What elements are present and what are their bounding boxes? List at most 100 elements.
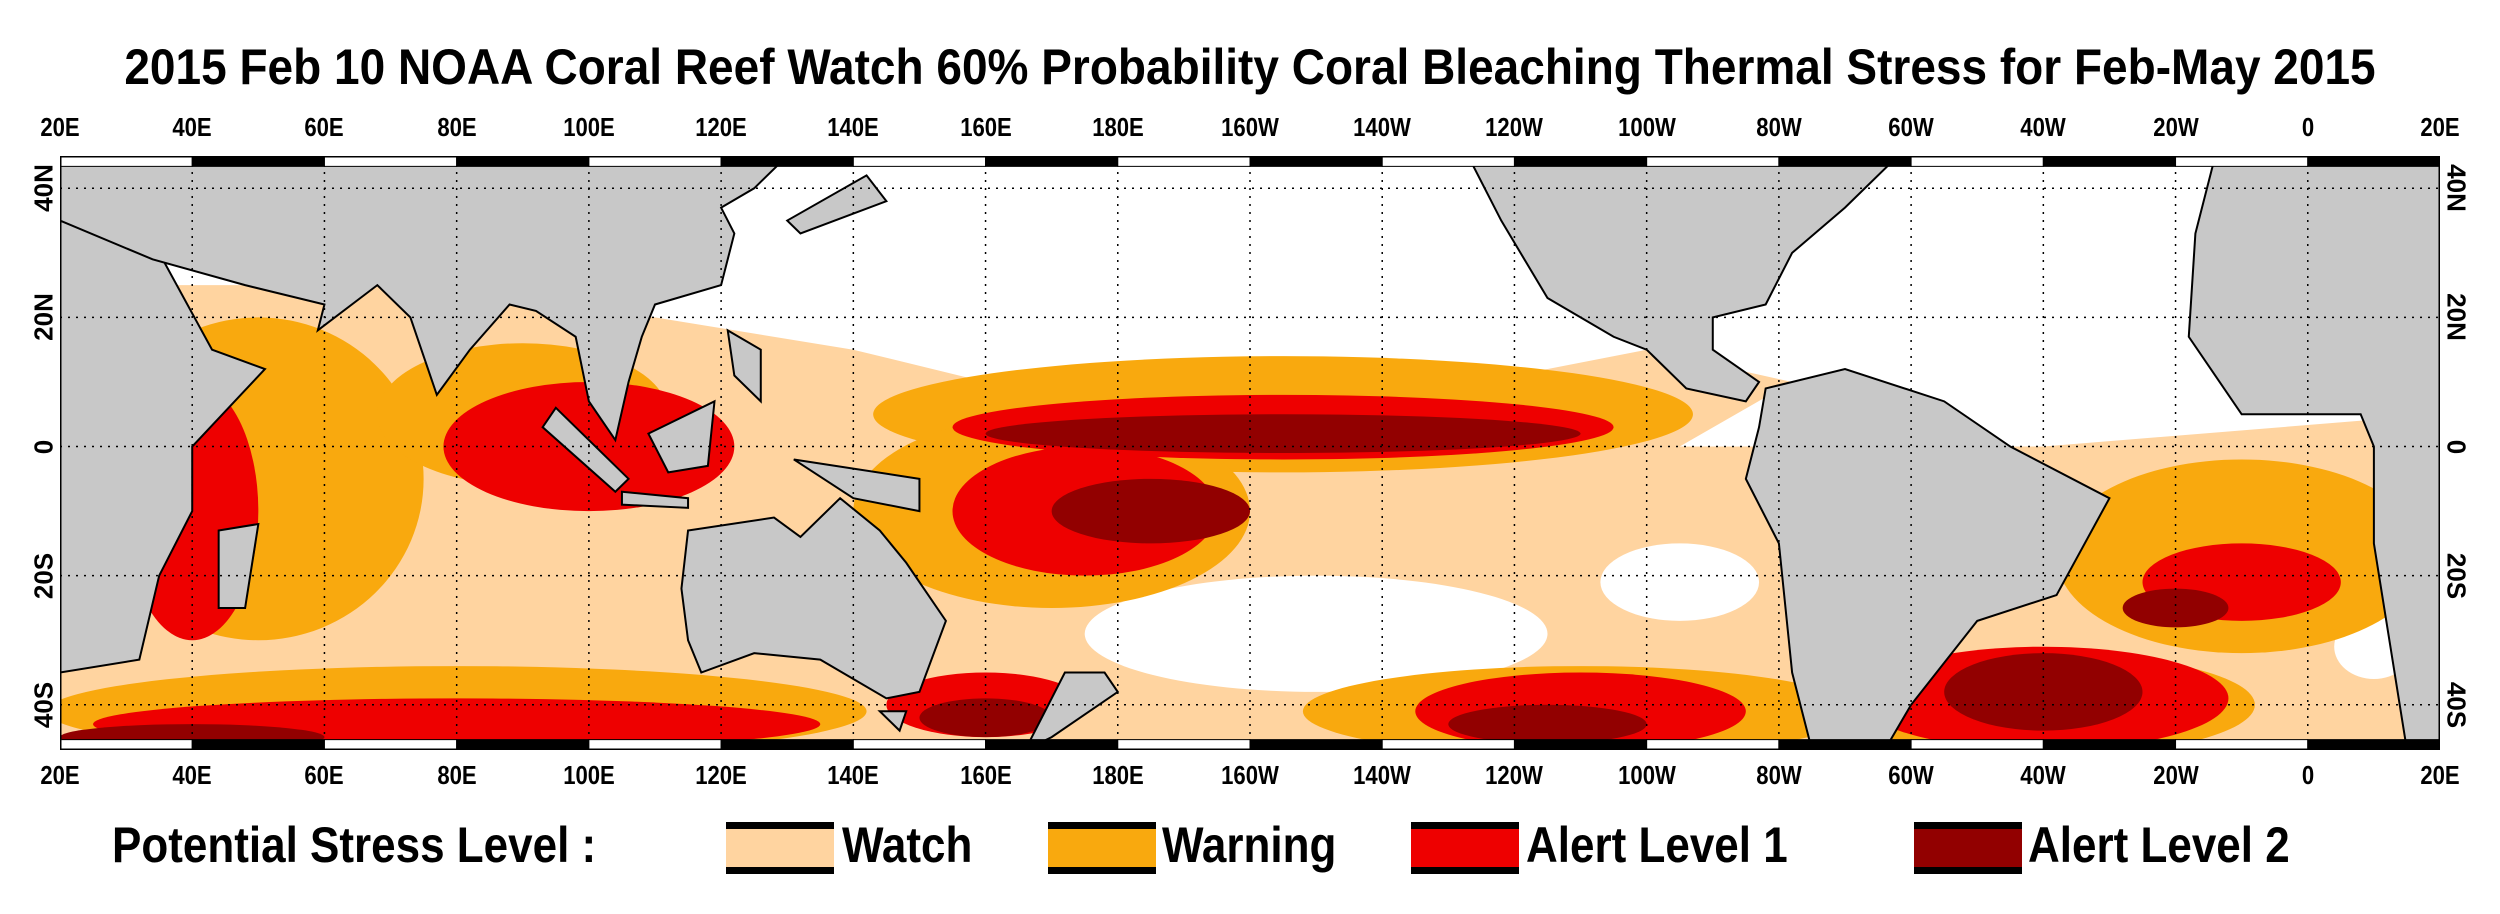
lon-label-top: 160E — [959, 112, 1012, 142]
frame-scale-bar — [986, 156, 1118, 166]
lon-label-top: 100W — [1617, 112, 1676, 142]
lon-label-top: 140E — [827, 112, 880, 142]
lat-label-left: 0 — [28, 439, 59, 454]
java — [622, 492, 688, 508]
frame-scale-bar — [1647, 740, 1779, 750]
frame-scale-bar — [1779, 740, 1911, 750]
lon-label-top: 20E — [2420, 112, 2460, 142]
lon-label-bottom: 120W — [1485, 760, 1544, 790]
lon-label-bottom: 120E — [695, 760, 747, 790]
legend-swatch-warning — [1048, 822, 1156, 874]
lon-label-top: 0 — [2301, 112, 2314, 142]
lon-label-bottom: 0 — [2301, 760, 2314, 790]
legend-label-warning: Warning — [1162, 817, 1337, 873]
legend-title: Potential Stress Level : — [112, 817, 597, 873]
frame-scale-bar — [457, 156, 589, 166]
frame-scale-bar — [324, 156, 456, 166]
frame-scale-bar — [1382, 156, 1514, 166]
lat-label-left: 40S — [28, 681, 59, 728]
lon-label-bottom: 20W — [2152, 760, 2199, 790]
frame-scale-bar — [324, 740, 456, 750]
lon-label-bottom: 60E — [304, 760, 345, 790]
madagascar — [219, 524, 259, 608]
lon-label-top: 140W — [1353, 112, 1412, 142]
stress-map — [60, 156, 2440, 750]
frame-scale-bar — [60, 156, 192, 166]
graticule — [60, 156, 2440, 750]
lon-label-bottom: 40E — [172, 760, 212, 790]
philippines — [728, 330, 761, 401]
lon-label-top: 80W — [1756, 112, 1802, 142]
frame-scale-bar — [721, 740, 853, 750]
lon-label-top: 20W — [2152, 112, 2199, 142]
legend-swatch-watch — [726, 822, 834, 874]
frame-scale-bar — [1911, 156, 2043, 166]
new-guinea — [794, 459, 920, 511]
frame-scale-bar — [457, 740, 589, 750]
legend-swatch-alert1 — [1411, 822, 1519, 874]
lon-label-bottom: 100W — [1617, 760, 1676, 790]
lat-label-left: 40N — [28, 164, 59, 213]
frame-scale-bar — [1250, 156, 1382, 166]
lon-label-top: 60W — [1888, 112, 1934, 142]
frame-scale-bar — [2308, 740, 2440, 750]
lat-label-right: 20S — [2441, 552, 2472, 599]
frame-scale-bar — [2043, 740, 2175, 750]
lon-label-bottom: 140W — [1353, 760, 1412, 790]
lon-label-bottom: 60W — [1888, 760, 1934, 790]
frame-scale-bar — [2043, 156, 2175, 166]
lat-label-left: 20N — [28, 293, 59, 342]
lon-label-top: 20E — [40, 112, 80, 142]
legend: Potential Stress Level : Watch Warning A… — [0, 810, 2500, 880]
frame-scale-bar — [2176, 740, 2308, 750]
lon-label-top: 40W — [2020, 112, 2067, 142]
frame-scale-bar — [2308, 156, 2440, 166]
frame-scale-bar — [853, 740, 985, 750]
lat-label-right: 20N — [2441, 293, 2472, 342]
frame-scale-bar — [1514, 740, 1646, 750]
frame-scale-bar — [1779, 156, 1911, 166]
frame-scale-bar — [192, 740, 324, 750]
frame-scale-bar — [721, 156, 853, 166]
lon-label-bottom: 160E — [959, 760, 1012, 790]
south-america — [1746, 369, 2110, 750]
legend-label-alert2: Alert Level 2 — [2028, 817, 2290, 873]
land — [60, 156, 2440, 750]
frame-scale-bar — [986, 740, 1118, 750]
lon-label-top: 160W — [1221, 112, 1279, 142]
lon-label-bottom: 20E — [40, 760, 80, 790]
frame-scale-bar — [1514, 156, 1646, 166]
legend-label-alert1: Alert Level 1 — [1526, 817, 1788, 873]
lon-label-top: 180E — [1091, 112, 1144, 142]
frame-scale-bar — [1647, 156, 1779, 166]
lon-label-bottom: 160W — [1221, 760, 1279, 790]
lon-label-top: 40E — [172, 112, 212, 142]
australia — [681, 498, 945, 698]
borneo — [648, 401, 714, 472]
lon-label-bottom: 80W — [1756, 760, 1802, 790]
frame-scale-bar — [589, 156, 721, 166]
legend-label-watch: Watch — [842, 817, 973, 873]
frame-scale-bar — [1118, 740, 1250, 750]
lon-label-top: 60E — [304, 112, 345, 142]
frame-scale-bar — [1250, 740, 1382, 750]
frame-scale-bar — [1118, 156, 1250, 166]
lat-label-right: 40S — [2441, 681, 2472, 728]
frame-scale-bar — [192, 156, 324, 166]
new-zealand — [1025, 673, 1118, 750]
lon-label-bottom: 20E — [2420, 760, 2460, 790]
lon-label-bottom: 140E — [827, 760, 880, 790]
sumatra — [543, 408, 629, 492]
lon-label-top: 100E — [563, 112, 615, 142]
eurasia — [60, 156, 787, 440]
lon-label-top: 80E — [436, 112, 477, 142]
frame-scale-bar — [1382, 740, 1514, 750]
lat-label-right: 40N — [2441, 164, 2472, 213]
lon-label-top: 120E — [695, 112, 747, 142]
lat-label-left: 20S — [28, 552, 59, 599]
lon-label-bottom: 40W — [2020, 760, 2067, 790]
lat-label-right: 0 — [2441, 439, 2472, 454]
frame-scale-bar — [2176, 156, 2308, 166]
frame-scale-bar — [853, 156, 985, 166]
